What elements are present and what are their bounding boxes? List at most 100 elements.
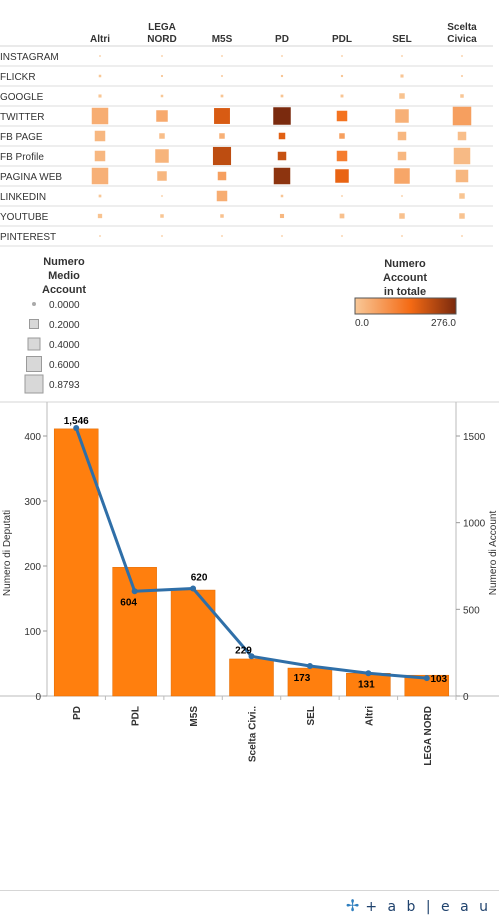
line-point (248, 653, 255, 660)
heatmap-cell (397, 151, 407, 161)
row-label: PAGINA WEB (0, 172, 62, 183)
heatmap-cell (221, 55, 223, 57)
heatmap-cell (281, 235, 283, 237)
heatmap-cell (160, 94, 164, 98)
column-header: Scelta Civica (447, 22, 477, 45)
line-data-label: 1,546 (64, 416, 89, 427)
bar (287, 667, 333, 697)
heatmap-cell (159, 133, 165, 139)
line-point (190, 585, 197, 592)
heatmap-cell (156, 110, 168, 122)
heatmap-cell (157, 171, 167, 181)
heatmap-cell (459, 193, 465, 199)
tableau-cross-icon: ✢ (345, 898, 360, 915)
heatmap-cell (461, 235, 463, 237)
y2-tick-label: 1500 (463, 432, 486, 443)
size-legend-mark (24, 374, 44, 394)
heatmap-cell (400, 74, 404, 78)
heatmap-cell (91, 167, 109, 185)
column-header: SEL (392, 34, 411, 45)
x-tick-label: PDL (131, 706, 142, 726)
y-axis-title: Numero di Deputati (2, 510, 13, 596)
color-legend-title: Account (383, 272, 427, 284)
heatmap-cell (394, 168, 410, 184)
heatmap-cell (219, 133, 225, 139)
x-tick-label: SEL (306, 706, 317, 725)
heatmap-cell (94, 150, 106, 162)
heatmap-cell (99, 235, 101, 237)
x-tick-label: M5S (189, 706, 200, 727)
y-tick-label: 200 (24, 562, 41, 573)
size-legend-value: 0.0000 (49, 300, 80, 311)
size-legend-value: 0.4000 (49, 340, 80, 351)
line-data-label: 103 (430, 674, 447, 685)
heatmap-cell (221, 235, 223, 237)
line-point (365, 670, 372, 677)
heatmap-cell (280, 194, 284, 198)
color-legend-title: in totale (384, 286, 426, 298)
row-label: GOOGLE (0, 92, 44, 103)
bar (229, 658, 274, 697)
row-label: PINTEREST (0, 232, 56, 243)
x-tick-label: LEGA NORD (423, 706, 434, 766)
heatmap-cell (340, 94, 344, 98)
heatmap-cell (399, 213, 405, 219)
heatmap-cell (273, 107, 291, 125)
footer-bar: ✢ + a b | e a u (0, 890, 499, 921)
line-data-label: 131 (358, 679, 375, 690)
color-legend-max: 276.0 (431, 318, 456, 329)
y2-tick-label: 500 (463, 605, 480, 616)
heatmap-cell (98, 194, 102, 198)
heatmap-chart: Altri LEGA NORD M5S PD PDL SEL Scelta Civica INST… (0, 22, 493, 247)
heatmap-cell (453, 147, 471, 165)
heatmap-cell (461, 55, 463, 57)
row-label: YOUTUBE (0, 212, 49, 223)
line-point (73, 425, 80, 432)
heatmap-cell (98, 74, 102, 78)
heatmap-cell (99, 55, 101, 57)
tableau-wordmark: + a b | e a u (365, 899, 491, 915)
heatmap-cell (278, 132, 286, 140)
heatmap-cell (335, 169, 349, 183)
column-header: PD (275, 34, 289, 45)
heatmap-cell (341, 235, 343, 237)
line-data-label: 229 (235, 645, 252, 656)
size-legend-title: Medio (48, 270, 80, 282)
heatmap-cell (216, 190, 228, 202)
heatmap-cell (91, 107, 109, 125)
heatmap-cell (220, 214, 224, 218)
heatmap-cell (214, 108, 230, 124)
heatmap-cell (401, 235, 403, 237)
column-header: Altri (90, 34, 110, 45)
line-data-label: 173 (294, 673, 311, 684)
heatmap-cell (401, 55, 403, 57)
line-data-label: 604 (120, 597, 137, 608)
heatmap-cell (339, 133, 345, 139)
heatmap-cell (221, 75, 223, 77)
heatmap-cell (460, 94, 464, 98)
heatmap-cell (340, 74, 344, 78)
size-legend-mark (27, 337, 41, 351)
y2-tick-label: 0 (463, 692, 469, 703)
heatmap-cell (273, 167, 291, 185)
tableau-logo[interactable]: ✢ + a b | e a u (346, 897, 491, 917)
legends-panel: Numero Medio Account 0.0000 0.2000 0.4000 0.60… (24, 256, 457, 394)
heatmap-cell (161, 75, 163, 77)
bar-line-chart: 0 100 200 300 400 0 500 1000 1500 Numero di Deput… (0, 401, 499, 766)
y-tick-label: 100 (24, 627, 41, 638)
x-tick-label: PD (72, 706, 83, 720)
heatmap-cell (281, 55, 283, 57)
heatmap-cell (161, 195, 163, 197)
size-legend-value: 0.6000 (49, 360, 80, 371)
heatmap-cell (277, 151, 287, 161)
column-header: M5S (212, 34, 233, 45)
y2-tick-label: 1000 (463, 519, 486, 530)
heatmap-cell (98, 94, 102, 98)
y-tick-label: 400 (24, 432, 41, 443)
heatmap-cell (395, 109, 409, 123)
y-tick-label: 300 (24, 497, 41, 508)
heatmap-cell (280, 94, 284, 98)
row-label: FLICKR (0, 72, 36, 83)
heatmap-cell (455, 169, 469, 183)
row-label: FB Profile (0, 152, 44, 163)
